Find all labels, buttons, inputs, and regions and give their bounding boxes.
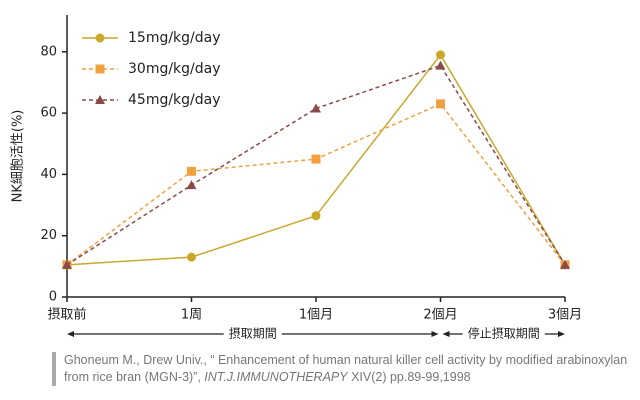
line <box>66 102 566 266</box>
period-label-bg <box>462 326 545 342</box>
legend-label: 30mg/kg/day <box>128 61 221 77</box>
y-axis-label: NK細胞活性(%) <box>11 110 26 203</box>
period-label: 摂取期間 <box>229 326 277 341</box>
citation-text: Ghoneum M., Drew Univ., “ Enhancement of… <box>64 353 628 384</box>
legend-label: 15mg/kg/day <box>128 30 221 46</box>
marker <box>187 166 196 176</box>
marker <box>95 64 105 74</box>
marker <box>436 99 445 109</box>
y-tick-label: 40 <box>40 167 57 182</box>
marker <box>187 252 196 262</box>
marker <box>62 259 72 269</box>
y-tick-label: 20 <box>40 228 57 243</box>
citation: Ghoneum M., Drew Univ., “ Enhancement of… <box>52 352 640 386</box>
x-tick-label: 2個月 <box>423 308 457 323</box>
citation-journal: INT.J.IMMUNOTHERAPY <box>204 370 348 384</box>
marker <box>186 180 197 190</box>
x-tick-label: 摂取前 <box>47 307 86 323</box>
marker <box>95 33 105 43</box>
citation-text: XIV(2) pp.89-99,1998 <box>347 370 471 384</box>
y-tick-label: 80 <box>40 44 57 59</box>
marker <box>560 259 570 269</box>
marker <box>95 95 105 104</box>
period-label: 停止摂取期間 <box>468 326 540 341</box>
marker <box>311 103 321 113</box>
y-tick-label: 0 <box>49 290 57 305</box>
marker <box>311 154 321 164</box>
legend-label: 45mg/kg/day <box>128 92 221 108</box>
x-tick-label: 1周 <box>181 308 202 323</box>
x-tick-label: 1個月 <box>299 308 333 323</box>
marker <box>435 60 446 70</box>
x-tick-label: 3個月 <box>548 308 582 323</box>
period-label-bg <box>223 326 282 342</box>
y-tick-label: 60 <box>40 106 57 121</box>
marker <box>311 211 321 221</box>
marker <box>436 50 445 60</box>
